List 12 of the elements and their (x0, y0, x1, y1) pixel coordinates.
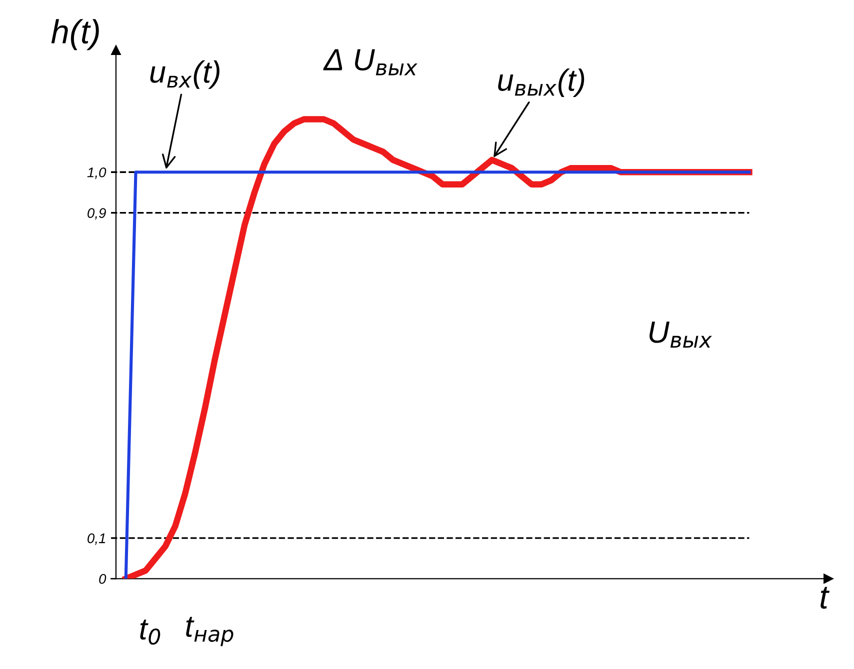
text: t$_{нар}$ (186, 616, 234, 646)
annotation: Δ U$_{вых}$ (323, 49, 418, 76)
y-axis-title: h(t) (51, 19, 99, 50)
text: t$_{0}$ (140, 620, 160, 645)
y-tick-label: 0,9 (88, 208, 106, 220)
x-axis-title: t (820, 586, 830, 609)
text: u$_{вых}$(t) (498, 68, 584, 97)
y-tick-label: 0,1 (88, 533, 106, 545)
y-tick-label: 0 (99, 574, 106, 584)
text: u$_{вх}$(t) (150, 60, 220, 89)
annotation: U$_{вых}$ (650, 322, 712, 348)
y-tick-label: 1,0 (87, 167, 106, 179)
